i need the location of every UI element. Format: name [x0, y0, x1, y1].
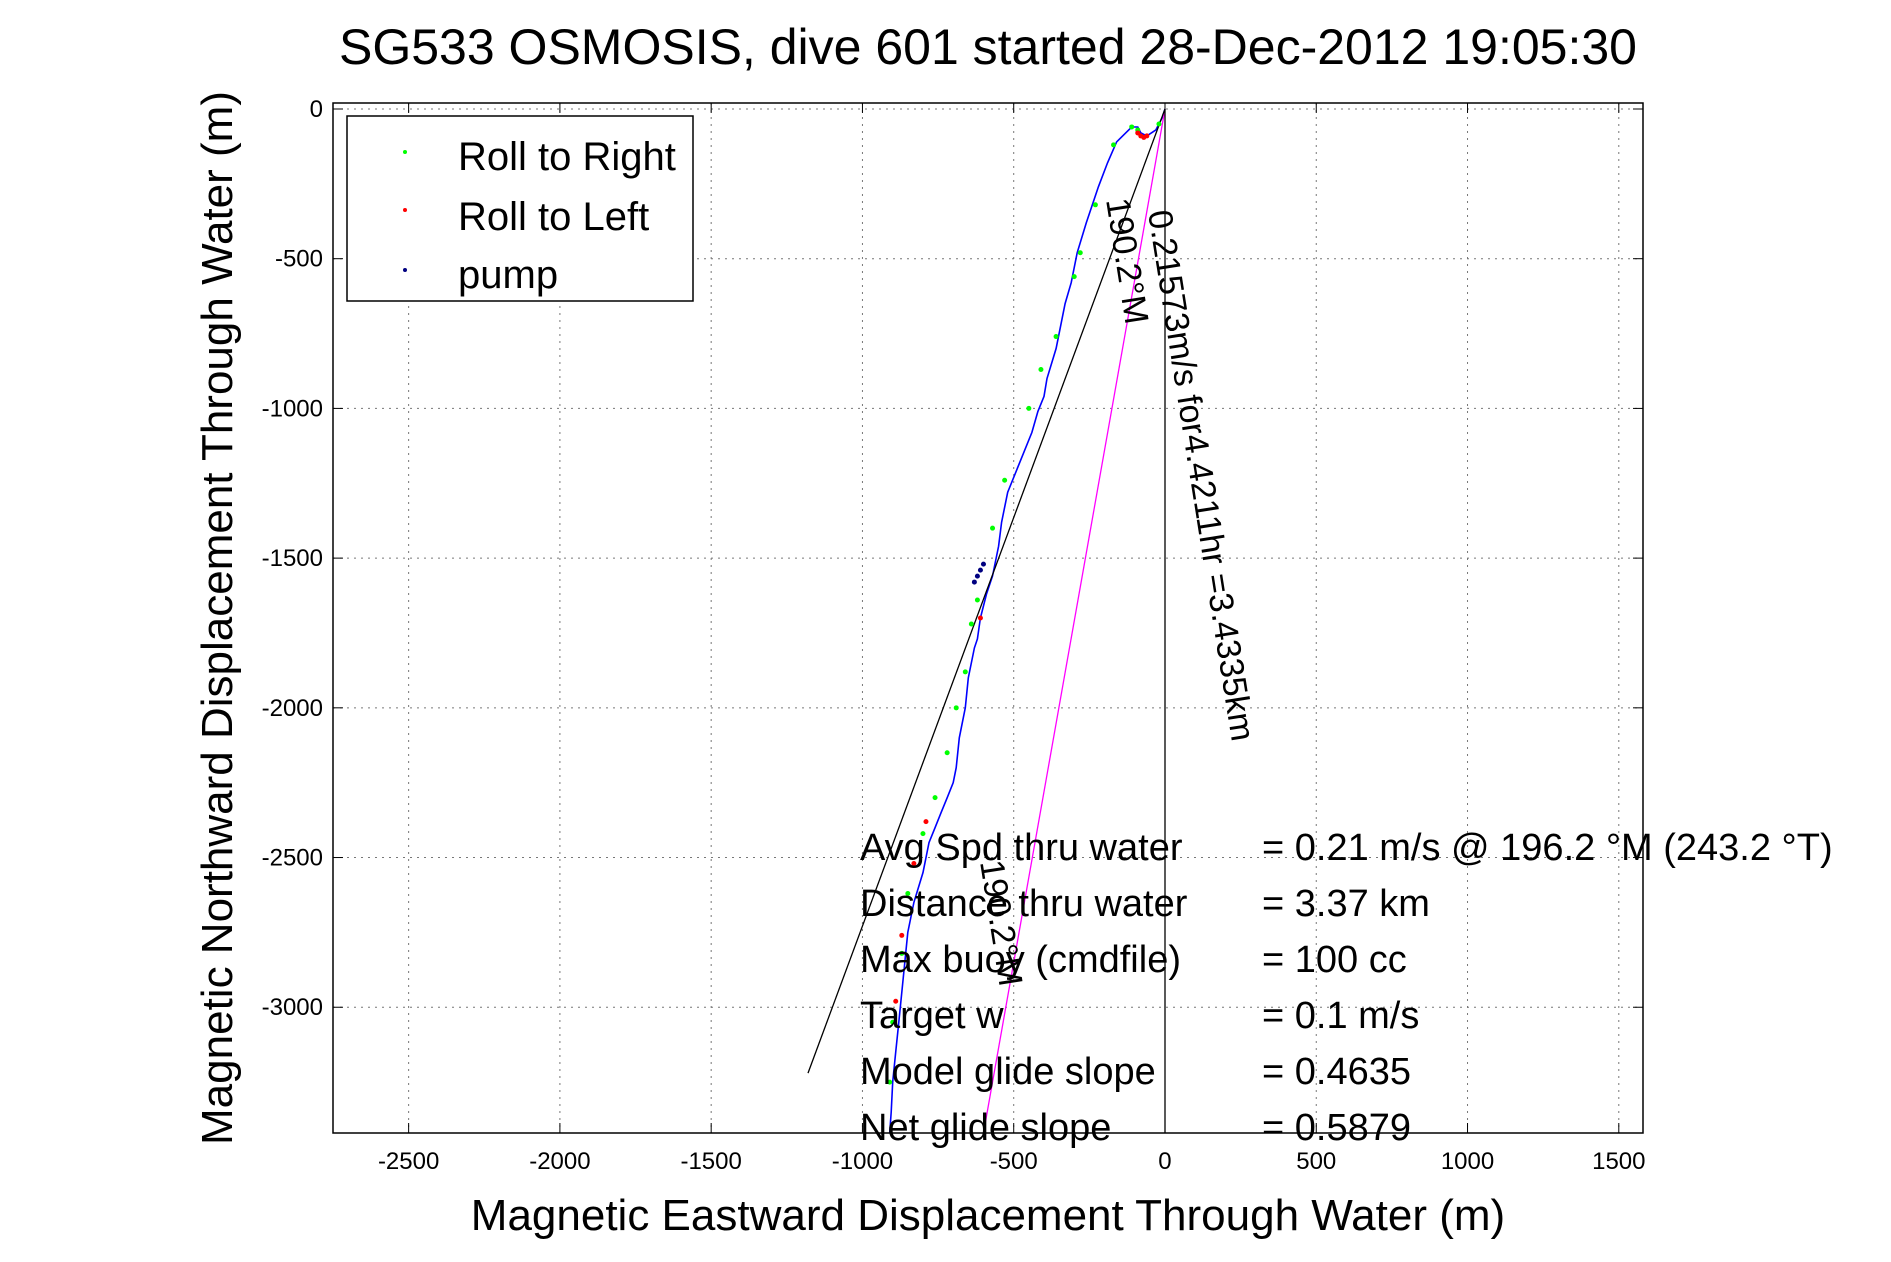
pump-marker — [980, 561, 986, 567]
roll-right-marker — [1026, 405, 1032, 411]
stat-value-model-glide-slope: = 0.4635 — [1262, 1051, 1411, 1093]
roll-right-marker — [990, 525, 996, 531]
legend-label-pump: pump — [458, 253, 558, 297]
plot-markers — [887, 121, 1162, 1085]
plot-lines — [807, 108, 1166, 1134]
x-tick-label: -2000 — [529, 1148, 590, 1175]
y-tick-label: -1000 — [262, 395, 323, 422]
stat-value-avg-speed: = 0.21 m/s @ 196.2 °M (243.2 °T) — [1262, 827, 1833, 869]
roll-right-marker — [1156, 121, 1162, 127]
stats-block: Avg Spd thru water = 0.21 m/s @ 196.2 °M… — [860, 827, 1833, 1149]
roll-right-marker — [968, 621, 974, 627]
roll-left-marker — [1135, 130, 1141, 136]
x-tick-label: 0 — [1158, 1148, 1171, 1175]
stat-label-net-glide-slope: Net glide slope — [860, 1107, 1111, 1149]
roll-right-marker — [1092, 202, 1098, 208]
roll-right-marker — [1071, 274, 1077, 280]
roll-right-marker — [1111, 142, 1117, 148]
stat-label-target-w: Target w — [860, 995, 1004, 1037]
series-track — [888, 108, 1166, 1134]
y-tick-label: -500 — [275, 246, 323, 273]
roll-right-marker — [1077, 250, 1083, 256]
roll-right-marker — [899, 950, 905, 956]
y-tick-label: -3000 — [262, 994, 323, 1021]
y-tick-label: 0 — [310, 96, 323, 123]
stat-label-distance: Distance thru water — [860, 883, 1188, 925]
stat-value-distance: = 3.37 km — [1262, 883, 1430, 925]
stat-label-avg-speed: Avg Spd thru water — [860, 827, 1183, 869]
x-tick-label: -1000 — [832, 1148, 893, 1175]
roll-left-marker — [977, 615, 983, 621]
roll-right-marker — [962, 669, 968, 675]
y-axis-label: Magnetic Northward Displacement Through … — [193, 91, 242, 1145]
roll-left-marker — [923, 819, 929, 825]
roll-left-marker — [911, 861, 917, 867]
roll-right-marker — [944, 750, 950, 756]
roll-right-marker — [890, 1019, 896, 1025]
y-tick-label: -2000 — [262, 695, 323, 722]
x-tick-label: 1500 — [1592, 1148, 1645, 1175]
x-tick-label: -1500 — [680, 1148, 741, 1175]
x-tick-label: -500 — [990, 1148, 1038, 1175]
legend-marker-pump — [403, 268, 407, 272]
stat-value-target-w: = 0.1 m/s — [1262, 995, 1419, 1037]
roll-right-marker — [1038, 366, 1044, 372]
series-black-line — [807, 108, 1166, 1074]
roll-right-marker — [1002, 477, 1008, 483]
pump-marker — [977, 567, 983, 573]
legend-marker-roll-right — [403, 150, 407, 154]
legend-label-roll-right: Roll to Right — [458, 135, 676, 179]
chart-title: SG533 OSMOSIS, dive 601 started 28-Dec-2… — [339, 19, 1637, 75]
plot-area-frame — [332, 102, 1644, 1134]
roll-left-marker — [899, 932, 905, 938]
roll-right-marker — [953, 705, 959, 711]
legend-label-roll-left: Roll to Left — [458, 195, 649, 239]
roll-right-marker — [887, 1079, 893, 1085]
roll-right-marker — [1053, 334, 1059, 340]
legend-marker-roll-left — [403, 208, 407, 212]
roll-right-marker — [905, 890, 911, 896]
roll-right-marker — [1129, 124, 1135, 130]
x-tick-label: 1000 — [1441, 1148, 1494, 1175]
y-tick-label: -1500 — [262, 545, 323, 572]
roll-right-marker — [974, 597, 980, 603]
stat-label-max-buoy: Max buoy (cmdfile) — [860, 939, 1181, 981]
legend: Roll to Right Roll to Left pump — [346, 115, 694, 302]
x-tick-label: -2500 — [378, 1148, 439, 1175]
stat-value-max-buoy: = 100 cc — [1262, 939, 1407, 981]
pump-marker — [974, 573, 980, 579]
y-tick-label: -2500 — [262, 845, 323, 872]
x-axis-label: Magnetic Eastward Displacement Through W… — [471, 1191, 1505, 1240]
x-tick-label: 500 — [1296, 1148, 1336, 1175]
y-axis-ticks: 0 -500 -1000 -1500 -2000 -2500 -3000 — [262, 96, 1643, 1021]
pump-marker — [971, 579, 977, 585]
x-axis-ticks: -2500 -2000 -1500 -1000 -500 0 500 1000 1500 — [378, 103, 1645, 1175]
stat-label-model-glide-slope: Model glide slope — [860, 1051, 1156, 1093]
roll-left-marker — [893, 998, 899, 1004]
roll-right-marker — [932, 795, 938, 801]
stat-value-net-glide-slope: = 0.5879 — [1262, 1107, 1411, 1149]
series-magenta-line — [982, 108, 1166, 1134]
roll-right-marker — [920, 831, 926, 837]
